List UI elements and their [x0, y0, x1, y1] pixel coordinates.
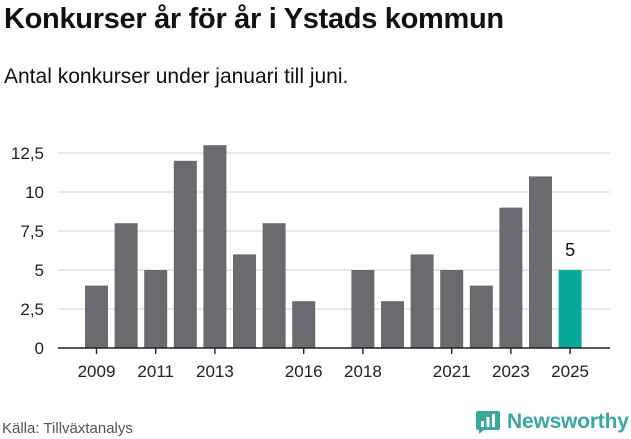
y-tick-label: 7,5 [20, 222, 44, 241]
y-tick-label: 5 [35, 261, 44, 280]
bar [440, 270, 464, 348]
data-label: 5 [565, 240, 575, 260]
bar [114, 223, 138, 348]
x-tick-label: 2018 [344, 362, 382, 381]
bar [144, 270, 168, 348]
x-tick-label: 2013 [196, 362, 234, 381]
bar [203, 145, 227, 348]
bar [292, 301, 316, 348]
x-tick-label: 2009 [78, 362, 116, 381]
x-tick-label: 2011 [137, 362, 174, 381]
y-tick-label: 12,5 [11, 144, 44, 163]
bar [381, 301, 404, 348]
x-tick-label: 2016 [285, 362, 323, 381]
bar [529, 176, 552, 348]
y-tick-label: 10 [25, 183, 44, 202]
brand-logo: Newsworthy [475, 407, 629, 437]
x-tick-label: 2025 [551, 362, 589, 381]
chart-subtitle: Antal konkurser under januari till juni. [4, 65, 349, 88]
bar [85, 285, 108, 348]
y-tick-label: 2,5 [20, 300, 44, 319]
x-tick-label: 2023 [492, 362, 530, 381]
bar-highlight [558, 270, 582, 348]
bar [262, 223, 286, 348]
bar [173, 160, 197, 348]
bar [233, 254, 256, 348]
bar [499, 207, 523, 348]
source-note: Källa: Tillväxtanalys [2, 420, 133, 437]
bar [410, 254, 434, 348]
x-tick-label: 2021 [433, 362, 471, 381]
chart-title: Konkurser år för år i Ystads kommun [4, 3, 504, 35]
bar [469, 285, 493, 348]
bar-chart: 0 2,5 5 7,5 10 12,5 5 2009 2011 2013 2016 2018 2021 2… [11, 144, 610, 381]
bar [351, 270, 375, 348]
brand-name: Newsworthy [507, 410, 629, 433]
newsworthy-logo-icon [476, 411, 500, 434]
y-tick-label: 0 [35, 339, 44, 358]
